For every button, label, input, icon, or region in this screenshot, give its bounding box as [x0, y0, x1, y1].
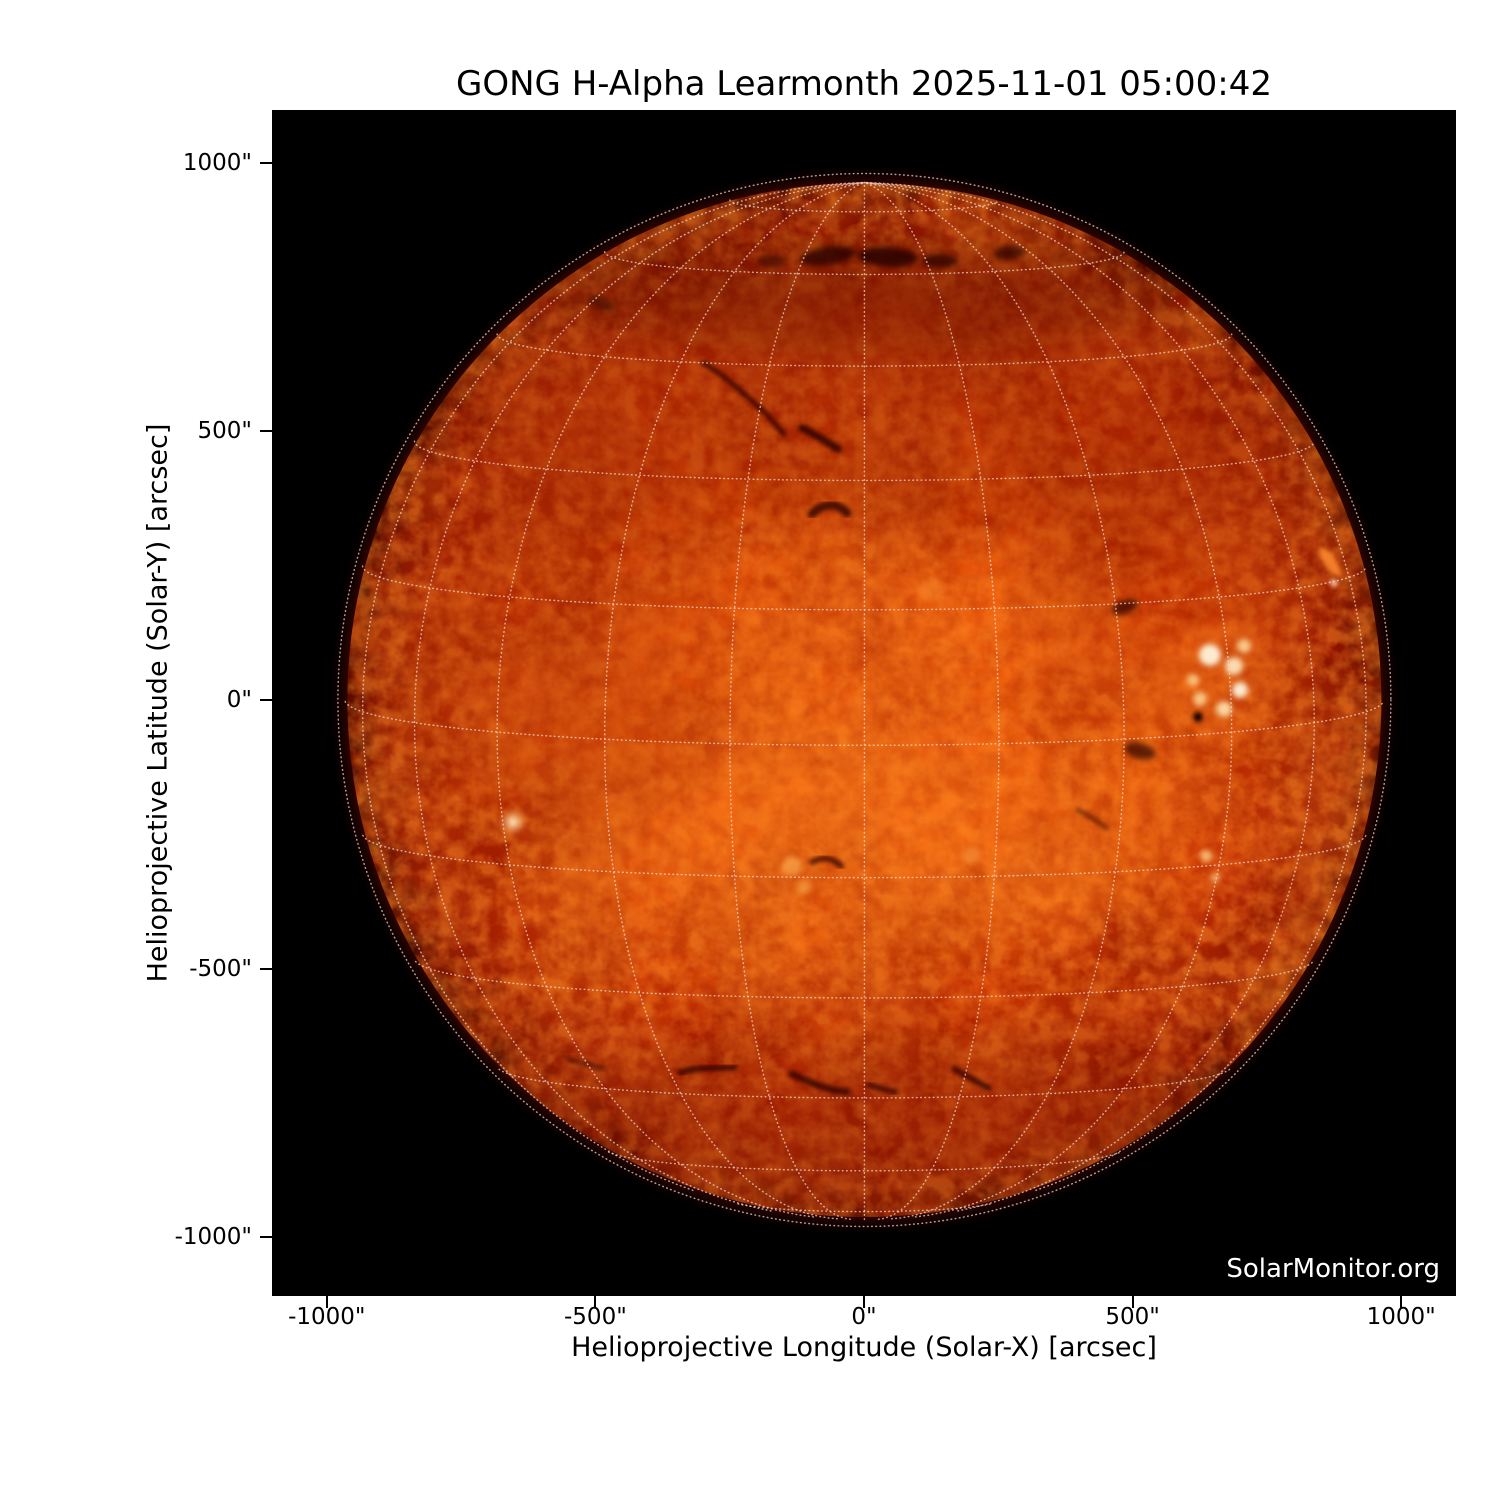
heliographic-grid	[337, 172, 1392, 1228]
x-tick-label: 500"	[1105, 1304, 1160, 1330]
y-tick-mark	[260, 161, 272, 164]
x-tick-label: 1000"	[1366, 1304, 1436, 1330]
x-tick-mark	[594, 1296, 597, 1308]
x-axis-label: Helioprojective Longitude (Solar-X) [arc…	[571, 1332, 1157, 1363]
y-axis-label: Helioprojective Latitude (Solar-Y) [arcs…	[142, 423, 174, 983]
solar-features	[502, 245, 1341, 1145]
y-tick-mark	[260, 699, 272, 702]
y-tick-label: 1000"	[182, 149, 252, 176]
y-tick-mark	[260, 430, 272, 433]
plot-title: GONG H-Alpha Learmonth 2025-11-01 05:00:…	[456, 64, 1272, 104]
y-tick-label: -1000"	[174, 1224, 252, 1251]
solar-disk-plot	[272, 110, 1456, 1296]
brightness-regions	[414, 235, 1322, 1217]
y-tick-label: 0"	[226, 687, 252, 714]
x-tick-mark	[863, 1296, 865, 1308]
x-tick-label: -1000"	[288, 1304, 366, 1330]
x-tick-mark	[1131, 1296, 1134, 1308]
y-tick-label: 500"	[197, 418, 252, 445]
solar-disk	[330, 166, 1399, 1234]
y-tick-mark	[260, 967, 272, 970]
watermark: SolarMonitor.org	[1226, 1254, 1440, 1284]
plot-area: SolarMonitor.org	[272, 110, 1456, 1296]
y-tick-label: -500"	[189, 955, 252, 982]
x-tick-mark	[325, 1296, 328, 1308]
y-tick-mark	[260, 1236, 272, 1239]
x-tick-label: 0"	[851, 1304, 877, 1330]
x-tick-label: -500"	[564, 1304, 627, 1330]
x-tick-mark	[1400, 1296, 1403, 1308]
